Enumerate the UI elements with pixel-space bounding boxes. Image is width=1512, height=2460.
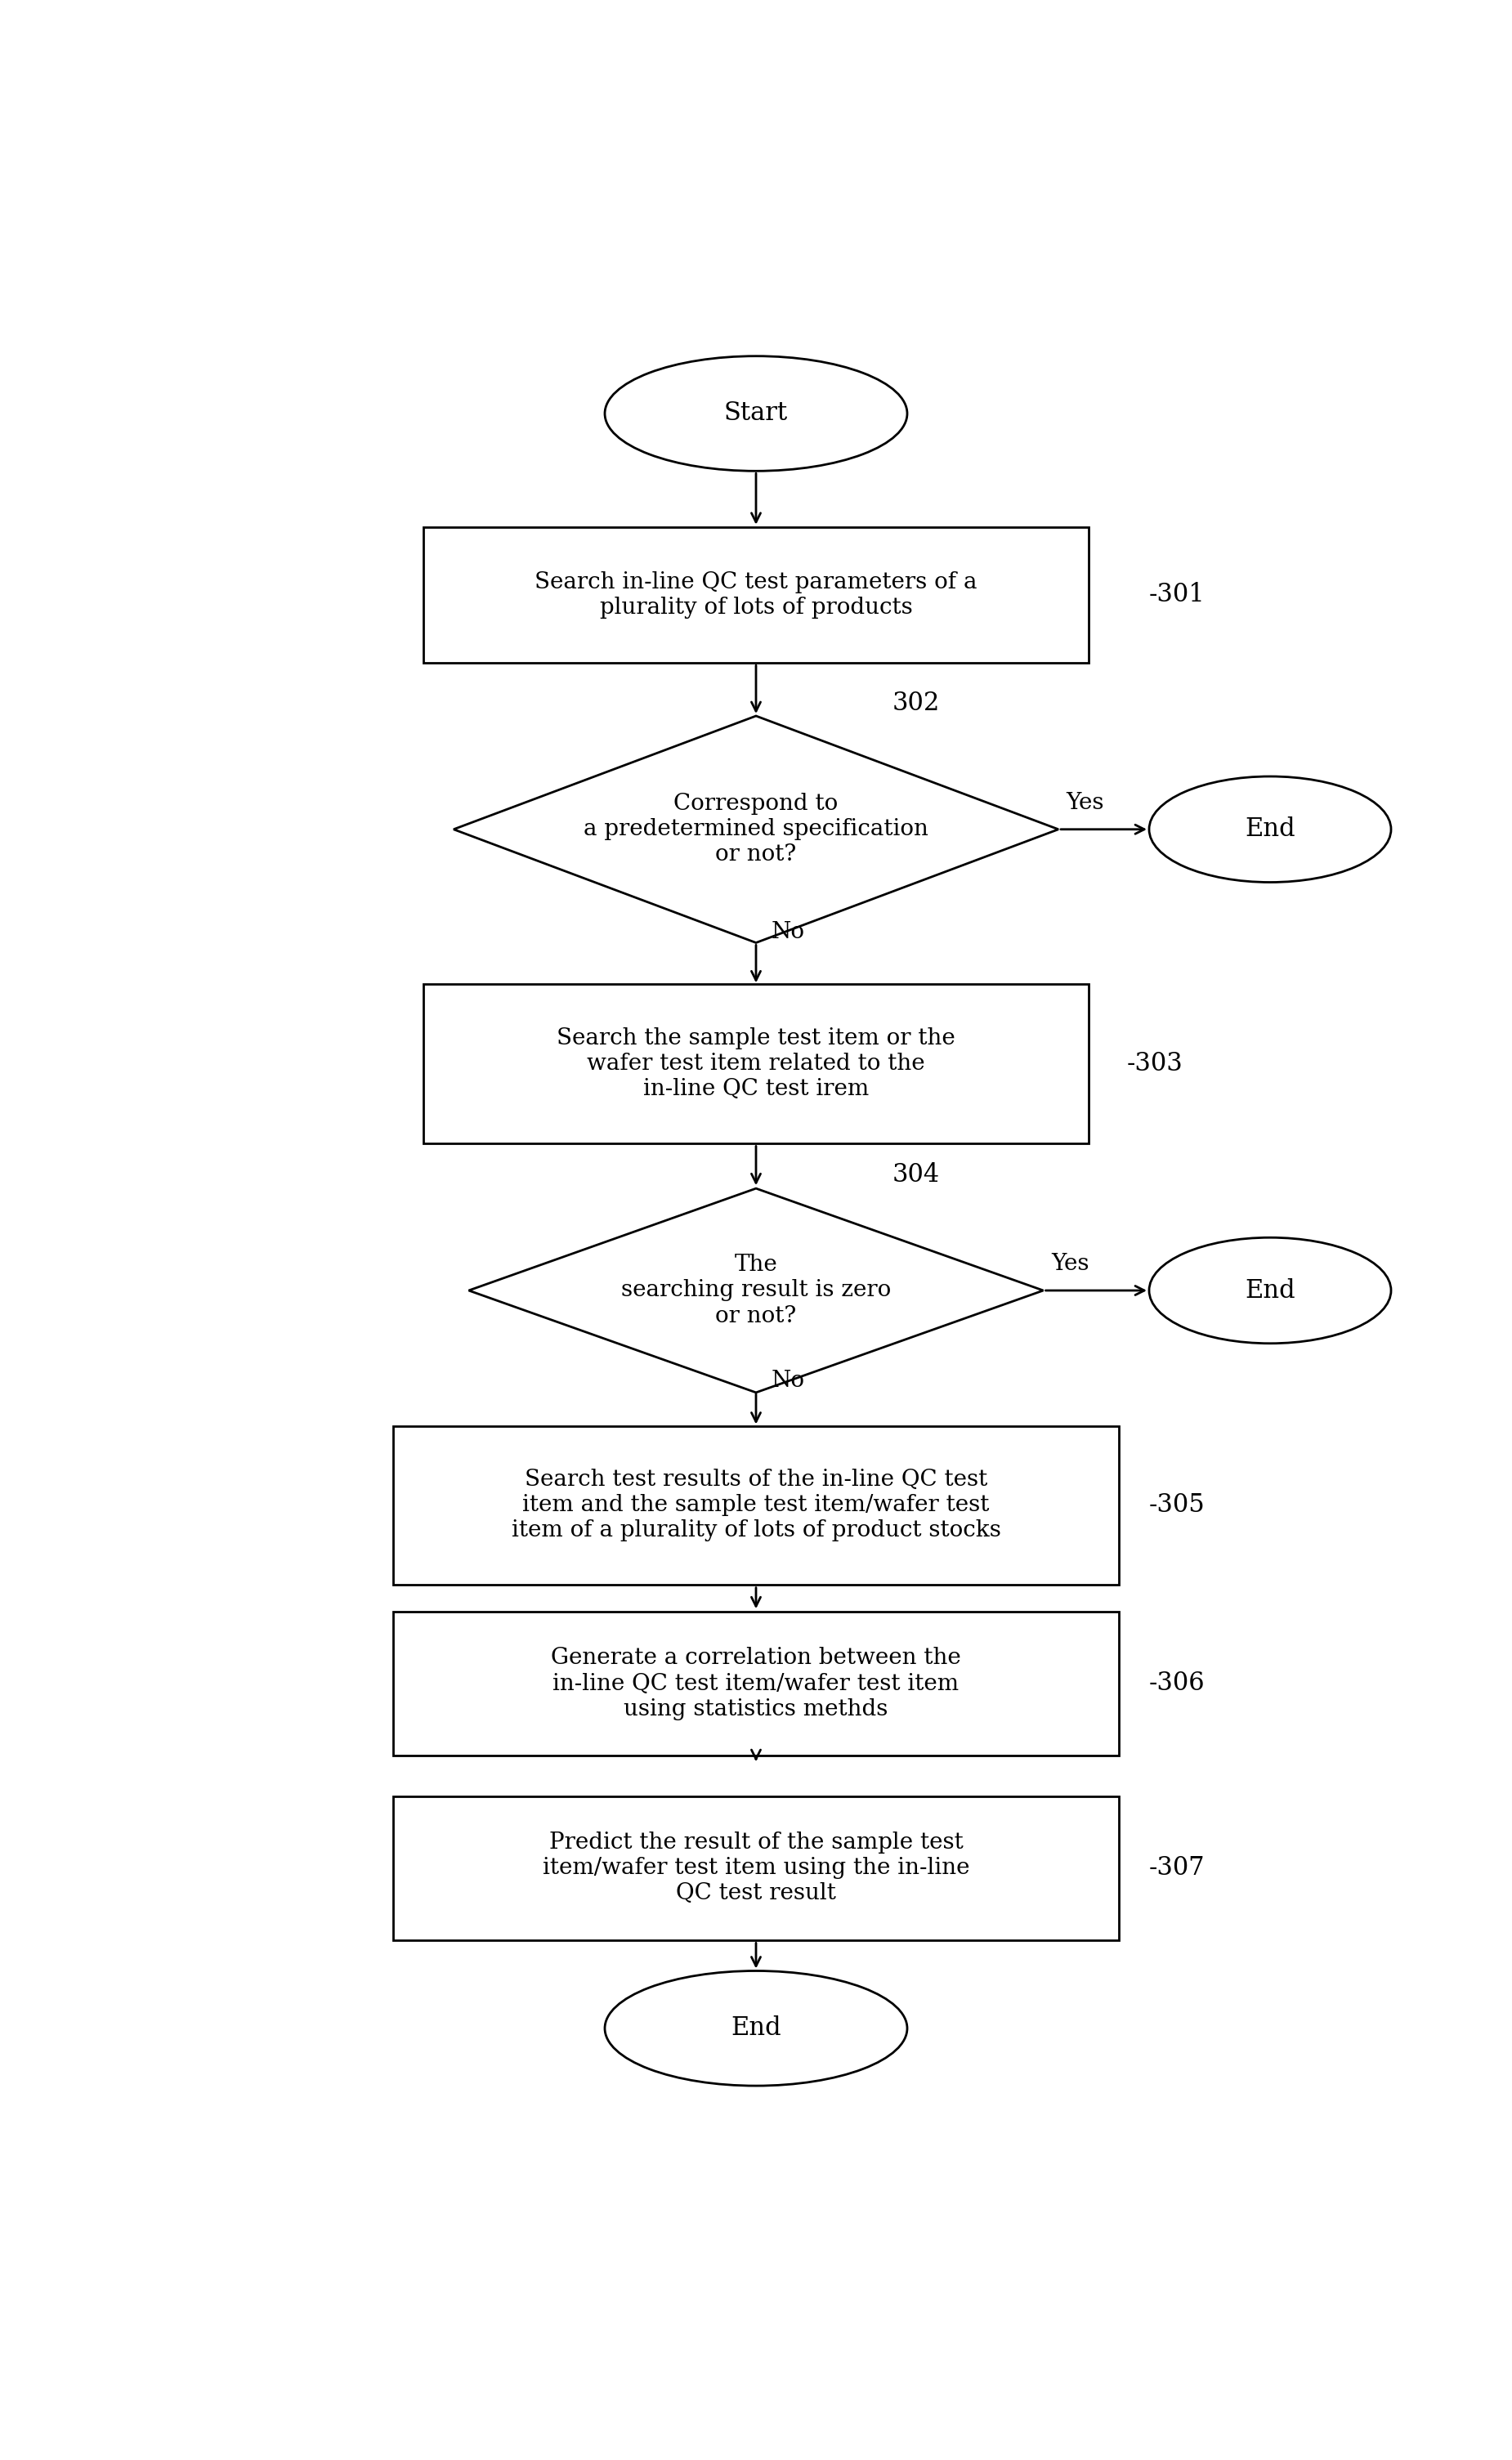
Text: Yes: Yes (1066, 792, 1104, 814)
Text: No: No (771, 1370, 804, 1392)
Ellipse shape (605, 357, 907, 470)
Text: Search in-line QC test parameters of a
plurality of lots of products: Search in-line QC test parameters of a p… (535, 571, 977, 620)
Ellipse shape (1149, 1237, 1391, 1343)
Text: Correspond to
a predetermined specification
or not?: Correspond to a predetermined specificat… (584, 792, 928, 866)
Polygon shape (454, 716, 1058, 942)
Bar (423, 526, 1089, 664)
Text: Search the sample test item or the
wafer test item related to the
in-line QC tes: Search the sample test item or the wafer… (556, 1028, 956, 1100)
Text: Generate a correlation between the
in-line QC test item/wafer test item
using st: Generate a correlation between the in-li… (550, 1648, 962, 1720)
Text: Yes: Yes (1051, 1252, 1089, 1274)
Text: Search test results of the in-line QC test
item and the sample test item/wafer t: Search test results of the in-line QC te… (511, 1469, 1001, 1542)
Text: -301: -301 (1149, 583, 1205, 608)
Text: End: End (1244, 1277, 1296, 1304)
Text: End: End (1244, 817, 1296, 841)
Text: -306: -306 (1149, 1670, 1205, 1697)
Bar (393, 1611, 1119, 1756)
Polygon shape (469, 1188, 1043, 1392)
Text: 304: 304 (892, 1161, 939, 1188)
Text: No: No (771, 920, 804, 942)
Text: Predict the result of the sample test
item/wafer test item using the in-line
QC : Predict the result of the sample test it… (543, 1833, 969, 1904)
Text: The
searching result is zero
or not?: The searching result is zero or not? (621, 1255, 891, 1326)
Text: Start: Start (724, 401, 788, 426)
Text: -307: -307 (1149, 1855, 1205, 1882)
Bar (393, 1427, 1119, 1584)
Bar (393, 1796, 1119, 1941)
Ellipse shape (605, 1970, 907, 2086)
Text: -303: -303 (1126, 1050, 1182, 1077)
Ellipse shape (1149, 777, 1391, 883)
Text: -305: -305 (1149, 1493, 1205, 1518)
Text: 302: 302 (892, 691, 940, 716)
Text: End: End (730, 2015, 782, 2042)
Bar (423, 984, 1089, 1144)
